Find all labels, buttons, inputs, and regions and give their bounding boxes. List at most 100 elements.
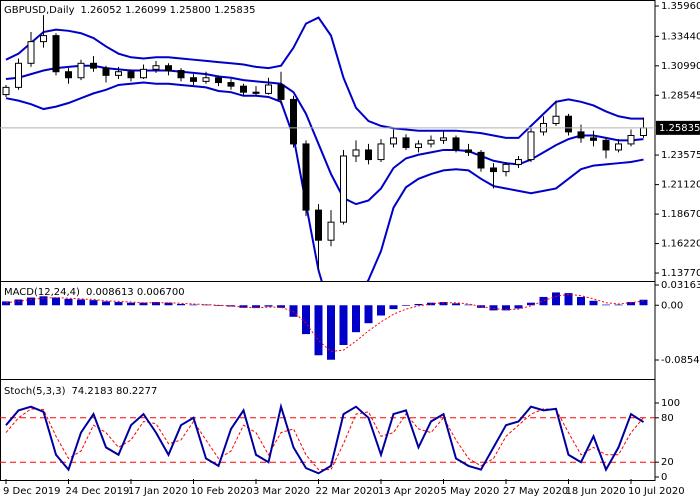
candle-body (165, 65, 172, 72)
macd-bar (14, 299, 23, 306)
macd-bar (314, 305, 323, 356)
macd-bar (602, 304, 610, 306)
candle-body (527, 131, 535, 161)
candle-body (602, 139, 610, 151)
panel-readout: 74.2183 80.2277 (71, 386, 157, 397)
macd-bar (139, 302, 148, 306)
candle-body (352, 149, 360, 157)
candle-body (365, 149, 372, 161)
candle-body (65, 71, 72, 79)
macd-bar (189, 304, 198, 306)
x-tick-label: 10 Feb 2020 (191, 486, 253, 497)
candle-body (465, 149, 472, 153)
bollinger-band (5, 64, 644, 206)
macd-bar (102, 301, 110, 306)
macd-bar (89, 300, 98, 306)
macd-bar (627, 302, 635, 306)
panel-plot (2, 15, 647, 281)
macd-bar (539, 296, 548, 306)
macd-bar (289, 305, 298, 317)
candle-body (240, 85, 247, 93)
macd-bar (164, 302, 173, 306)
candle-body (552, 115, 560, 124)
candle-body (390, 137, 397, 145)
candle-body (590, 137, 597, 141)
candle-body (327, 221, 335, 241)
candle-body (40, 35, 47, 43)
panel-title: Stoch(5,3,3) (4, 386, 66, 397)
x-tick-label: 10 Jul 2020 (628, 486, 685, 497)
stoch-signal (5, 408, 644, 471)
y-tick-label: 1.30990 (661, 61, 700, 72)
macd-bar (152, 302, 160, 306)
y-tick-label: 1.28545 (661, 90, 700, 101)
y-tick-label: 100 (661, 398, 680, 409)
macd-bar (239, 305, 248, 308)
macd-bar (52, 297, 60, 306)
panel-readout: 0.008613 0.006700 (86, 287, 185, 298)
x-tick-label: 27 May 2020 (503, 486, 568, 497)
candle-body (427, 139, 435, 145)
candle-body (190, 77, 197, 82)
candle-body (152, 65, 160, 70)
y-tick-label: 20 (661, 457, 674, 468)
macd-bar (264, 305, 273, 307)
candle-body (27, 41, 35, 64)
macd-bar (552, 292, 560, 306)
candle-body (502, 163, 510, 173)
macd-bar (402, 305, 410, 306)
macd-bar (614, 304, 623, 306)
y-tick-label: 80 (661, 413, 674, 424)
candle-body (265, 84, 272, 94)
y-tick-label: 1.35960 (661, 1, 700, 12)
y-tick-label: 0.031631 (661, 280, 700, 291)
macd-bar (639, 299, 648, 306)
macd-bar (114, 302, 123, 306)
candle-body (477, 151, 485, 169)
candle-body (202, 77, 210, 82)
bollinger-band (5, 81, 644, 281)
macd-bar (577, 296, 585, 306)
macd-bar (564, 293, 573, 306)
panel-title: MACD(12,24,4) (4, 287, 80, 298)
panel-readout: 1.26052 1.26099 1.25800 1.25835 (81, 5, 256, 16)
panel-title: GBPUSD,Daily (4, 5, 75, 16)
candle-body (127, 71, 135, 79)
y-tick-label: 1.23575 (661, 150, 700, 161)
y-tick-label: -0.085428 (661, 355, 700, 366)
stoch-main (5, 402, 645, 475)
x-tick-label: 18 Jun 2020 (566, 486, 626, 497)
macd-bar (39, 296, 48, 306)
candle-body (415, 143, 422, 149)
candle-body (290, 98, 297, 145)
macd-bar (252, 305, 260, 308)
y-tick-label: 1.18670 (661, 209, 700, 220)
macd-bar (514, 305, 523, 309)
candle-body (615, 143, 622, 151)
macd-bar (589, 300, 598, 306)
candle-body (577, 131, 585, 139)
macd-bar (414, 303, 423, 306)
candle-body (2, 86, 10, 96)
candle-body (77, 62, 85, 79)
candle-body (402, 137, 410, 149)
macd-bar (364, 305, 373, 324)
macd-bar (177, 303, 185, 306)
candle-body (302, 143, 310, 211)
candle-body (315, 209, 322, 241)
macd-bar (77, 299, 85, 306)
macd-bar (339, 305, 348, 345)
x-tick-label: 5 May 2020 (441, 486, 500, 497)
macd-bar (502, 305, 510, 311)
candle-body (52, 35, 60, 73)
candle-body (252, 91, 260, 94)
macd-bar (452, 303, 460, 306)
bollinger-band (5, 16, 644, 139)
candle-body (277, 84, 285, 100)
y-tick-label: 1.13770 (661, 268, 700, 279)
candle-body (102, 67, 110, 76)
candle-body (227, 82, 235, 87)
x-tick-label: 17 Jan 2020 (128, 486, 188, 497)
x-tick-label: 13 Apr 2020 (378, 486, 440, 497)
